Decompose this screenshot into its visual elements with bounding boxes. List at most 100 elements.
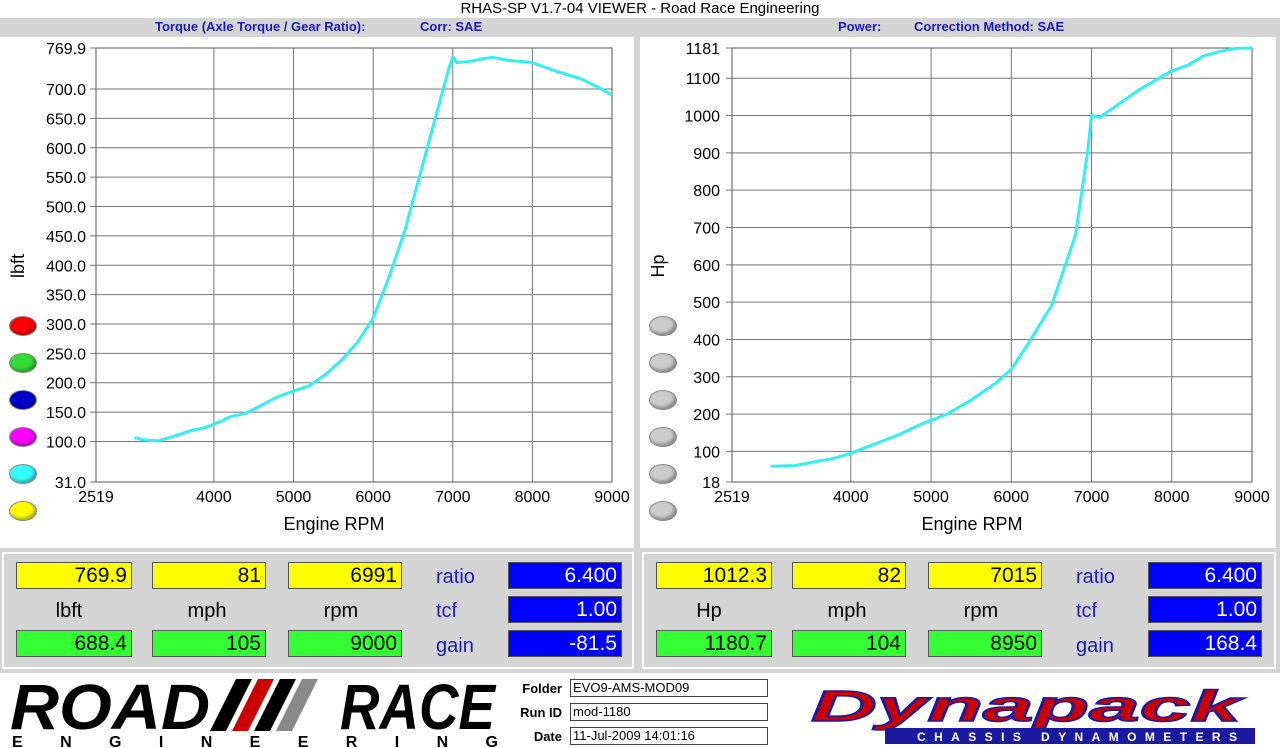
dynapack-logo: Dynapack CHASSIS DYNAMOMETERS [810,681,1255,744]
plot-border [95,47,613,483]
dynapack-sub-bar [885,728,1255,744]
road-race-logo: ROAD RACE E N G I N E E R I N G [10,673,498,748]
run-selector-dot[interactable] [9,353,37,373]
run-selector-dot[interactable] [649,501,677,521]
x-tick-label: 4000 [833,489,869,506]
unit-label-rpm: rpm [323,600,359,622]
y-axis-label: lbft [8,254,28,278]
power-cursor-value: 1012.3 [656,562,772,589]
folder-field: EVO9-AMS-MOD09 [570,679,768,697]
y-tick-label: 400.0 [46,258,86,275]
y-tick-label: 450.0 [46,229,86,246]
rpm-cursor-value: 6991 [288,562,402,589]
unit-label-lbft: lbft [55,600,83,622]
torque-max-value: 688.4 [16,630,132,657]
y-tick-label: 500 [693,295,720,312]
tcf-label: tcf [436,600,458,622]
y-tick-label: 650.0 [46,111,86,128]
runid-label: Run ID [520,705,562,720]
x-tick-label: 6000 [993,489,1029,506]
power-header-label: Power: [838,19,882,34]
x-tick-label: 5000 [276,489,312,506]
run-selector-dot[interactable] [649,353,677,373]
power-chart: 2519 4000 5000 6000 7000 8000 9000 1181 1100 1000… [648,41,1270,534]
y-tick-label: 600 [693,258,720,275]
x-tick-label: 8000 [1154,489,1190,506]
run-selector-dot[interactable] [649,390,677,410]
x-tick-label: 8000 [515,489,551,506]
y-tick-label: 900 [693,146,720,163]
y-tick-label: 1181 [686,41,721,58]
x-tick-label: 2519 [714,489,750,506]
unit-label-rpm: rpm [963,600,999,622]
rpm-cursor-value: 7015 [928,562,1042,589]
mph-cursor-value: 82 [792,562,906,589]
y-tick-label: 350.0 [46,288,86,305]
run-selector-dot[interactable] [9,464,37,484]
y-tick-label: 250.0 [46,346,86,363]
window-title: RHAS-SP V1.7-04 VIEWER - Road Race Engin… [0,0,1280,18]
y-tick-label: 1000 [684,109,720,126]
mph-max-value: 105 [152,630,266,657]
mph-max-value: 104 [792,630,906,657]
y-tick-label: 550.0 [46,170,86,187]
ratio-value: 6.400 [508,562,622,589]
x-tick-label: 6000 [355,489,391,506]
x-tick-label: 9000 [1234,489,1270,506]
y-tick-label: 200.0 [46,376,86,393]
x-tick-label: 7000 [435,489,471,506]
power-readout-panel: 1012.3 82 7015 Hp mph rpm 1180.7 104 895… [642,552,1276,669]
logo-stripes-icon [210,679,318,731]
logo-word-race: RACE [340,673,497,743]
run-selector-dot[interactable] [649,427,677,447]
series-line [770,46,1253,468]
x-tick-label: 9000 [594,489,630,506]
y-tick-label: 700 [693,220,720,237]
plot-border [731,47,1253,483]
y-tick-label: 100.0 [46,434,86,451]
y-tick-label: 18 [702,475,720,492]
x-tick-label: 5000 [913,489,949,506]
y-tick-label: 300 [693,370,720,387]
y-tick-label: 400 [693,332,720,349]
unit-label-mph: mph [827,600,867,622]
x-tick-label: 2519 [78,489,114,506]
run-selector-dot[interactable] [9,390,37,410]
y-tick-label: 500.0 [46,200,86,217]
torque-readout-panel: 769.9 81 6991 lbft mph rpm 688.4 105 900… [2,552,634,669]
y-tick-label: 800 [693,183,720,200]
gain-value: -81.5 [508,630,622,657]
power-chart-panel: 2519 4000 5000 6000 7000 8000 9000 1181 1100 1000… [640,37,1276,548]
date-label: Date [533,729,562,744]
x-tick-label: 7000 [1074,489,1110,506]
run-selector-dot[interactable] [9,501,37,521]
tcf-value: 1.00 [1148,596,1262,623]
torque-cursor-value: 769.9 [16,562,132,589]
unit-label-hp: Hp [696,600,722,622]
y-tick-label: 31.0 [55,475,86,492]
runid-field: mod-1180 [570,703,768,721]
torque-header-label: Torque (Axle Torque / Gear Ratio): [155,19,366,34]
tcf-label: tcf [1076,600,1098,622]
x-axis-label: Engine RPM [283,514,384,534]
y-tick-label: 600.0 [46,141,86,158]
ratio-label: ratio [1076,566,1115,588]
y-tick-label: 200 [693,407,720,424]
power-corr-label: Correction Method: SAE [914,19,1065,34]
x-tick-label: 4000 [196,489,232,506]
y-tick-label: 1100 [686,71,721,88]
run-selector-dot[interactable] [649,464,677,484]
torque-chart: 2519 4000 5000 6000 7000 8000 9000 769.9 700.0 65… [8,41,630,534]
ratio-label: ratio [436,566,475,588]
run-selector-dot[interactable] [9,316,37,336]
rpm-max-value: 9000 [288,630,402,657]
run-selector-dot[interactable] [9,427,37,447]
rpm-max-value: 8950 [928,630,1042,657]
run-selector-dot[interactable] [649,316,677,336]
y-axis-label: Hp [648,254,668,277]
x-axis-label: Engine RPM [921,514,1022,534]
gain-value: 168.4 [1148,630,1262,657]
y-tick-label: 769.9 [46,41,86,58]
y-tick-label: 150.0 [46,405,86,422]
tcf-value: 1.00 [508,596,622,623]
